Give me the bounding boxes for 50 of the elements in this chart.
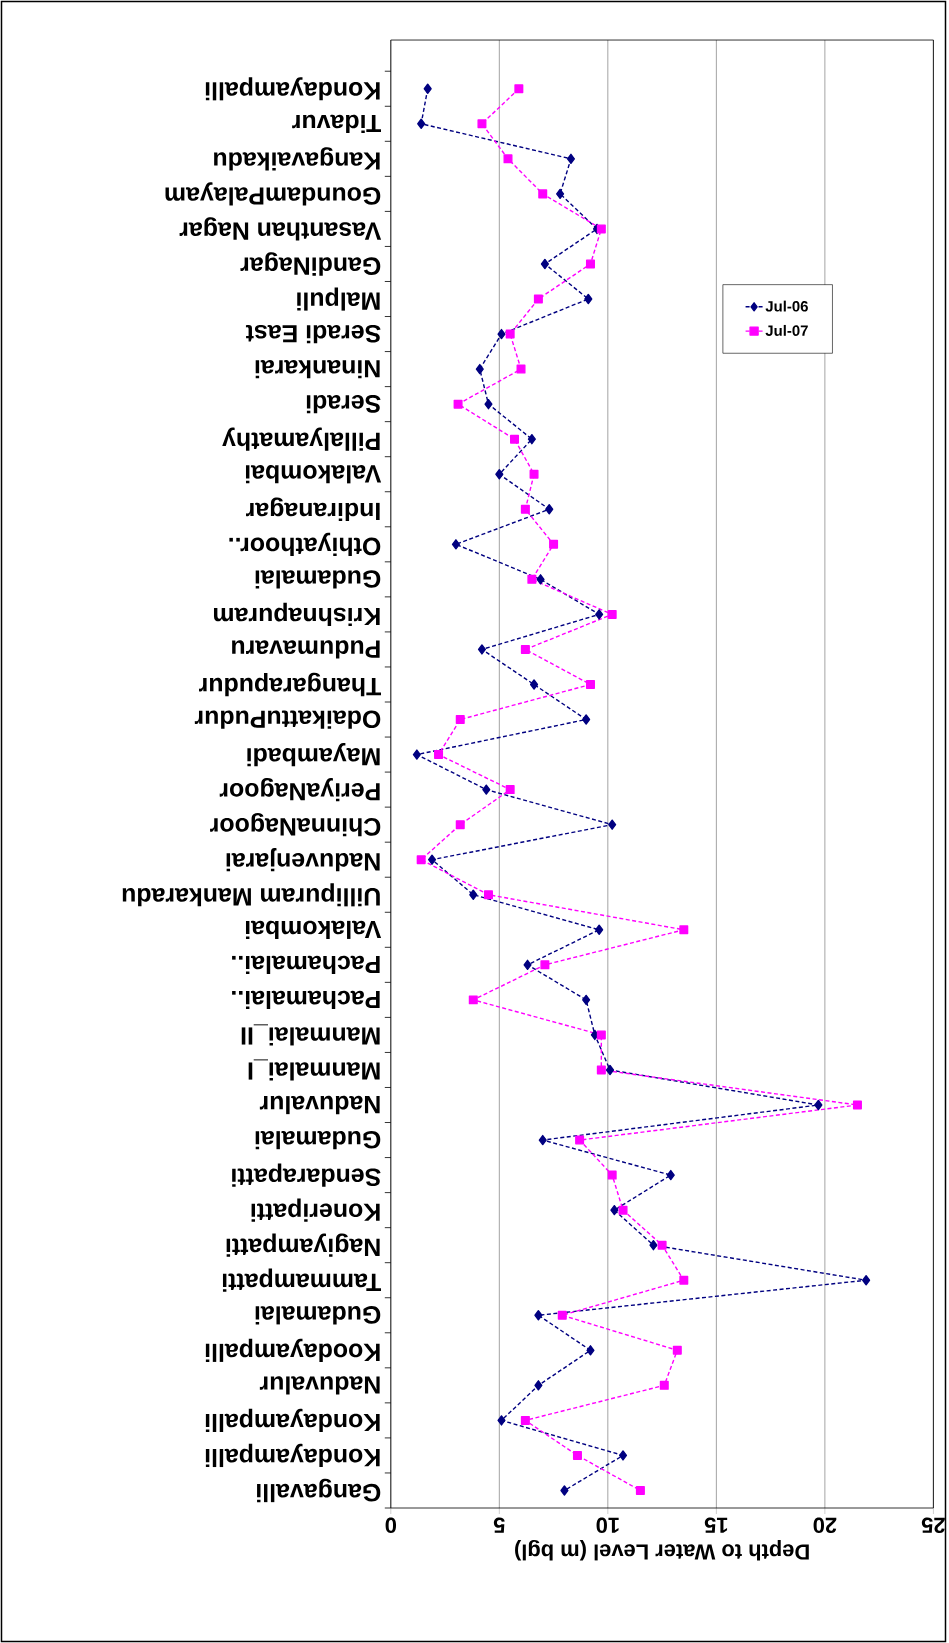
y-tick-label: Seradi East	[245, 324, 381, 344]
y-tick-label: Gudamalai	[255, 570, 381, 589]
x-axis-title: Depth to Water Level (m bgl)	[515, 1539, 809, 1561]
y-tick-label: Manmalai_II	[241, 1024, 380, 1046]
x-tick-label: 10	[596, 1517, 619, 1534]
legend-label: Jul-06	[765, 300, 808, 312]
y-tick-label: Nagiyampatti	[226, 1233, 380, 1257]
y-tick-label: GoundamPalayam	[165, 182, 381, 206]
y-tick-label: Valakombai	[246, 465, 382, 484]
y-tick-label: Valakombai	[246, 920, 382, 939]
y-tick-label: OdaikattuPudur	[194, 710, 381, 729]
y-tick-label: PeriyaNagoor	[219, 777, 380, 802]
y-tick-label: Gangavalli	[257, 1478, 381, 1503]
y-tick-label: Ninankarai	[255, 359, 380, 379]
y-tick-label: Naduvenjarai	[226, 848, 380, 872]
y-tick-label: Seradi	[306, 394, 381, 414]
y-tick-label: Pillalyamathy	[222, 427, 380, 451]
y-tick-label: Othiyathoor..	[229, 532, 381, 556]
y-tick-label: Thangarapudur	[199, 672, 382, 697]
y-tick-label: Kondayampalli	[205, 1408, 380, 1432]
y-tick-label: Malpuli	[297, 287, 380, 311]
y-tick-label: Krishnapuram	[214, 602, 380, 626]
y-tick-label: Uillipuram Mankaradu	[122, 883, 380, 907]
y-tick-label: Tammampatti	[223, 1268, 382, 1292]
y-tick-label: Koodayampalli	[205, 1338, 380, 1362]
y-tick-label: Gudamalai	[255, 1130, 381, 1150]
x-tick-label: 20	[813, 1517, 837, 1534]
x-tick-label: 5	[493, 1517, 505, 1533]
y-tick-label: Kangavaikadu	[214, 147, 380, 171]
y-tick-label: ChinnaNagoor	[210, 812, 381, 837]
y-tick-label: Naduvalur	[259, 1376, 380, 1395]
y-tick-label: Gudamalai	[255, 1306, 381, 1325]
y-tick-label: GandiNagar	[240, 252, 381, 276]
y-tick-label: Tidavur	[292, 114, 382, 133]
y-tick-label: Pudumavaru	[232, 640, 380, 659]
y-tick-label: Mayambadi	[247, 742, 380, 767]
y-tick-label: Sendarapatti	[232, 1163, 381, 1187]
y-tick-label: Manmalai_I	[248, 1059, 380, 1081]
x-tick-label: 25	[921, 1517, 945, 1534]
legend-label: Jul-07	[765, 324, 808, 336]
x-tick-label: 0	[385, 1517, 397, 1534]
y-tick-label: Naduvalur	[259, 1095, 380, 1115]
y-tick-label: Kondayampalli	[205, 77, 380, 101]
y-tick-label: Pachamalai..	[232, 955, 380, 974]
y-tick-label: Vasanthan Nagar	[179, 217, 382, 241]
y-tick-label: Indiranagar	[246, 497, 380, 521]
y-tick-label: Koneripatti	[251, 1198, 380, 1222]
x-tick-label: 15	[704, 1517, 728, 1533]
y-tick-label: Pachamalai..	[232, 990, 380, 1010]
y-tick-label: Kondayampalli	[205, 1443, 380, 1468]
